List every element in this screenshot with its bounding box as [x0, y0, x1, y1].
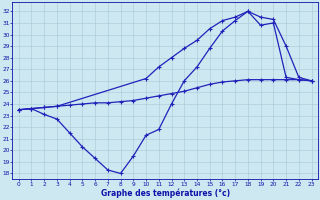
X-axis label: Graphe des températures (°c): Graphe des températures (°c): [100, 188, 230, 198]
